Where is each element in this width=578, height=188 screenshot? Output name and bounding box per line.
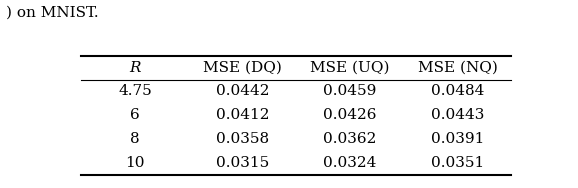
Text: ) on MNIST.: ) on MNIST. xyxy=(6,6,98,20)
